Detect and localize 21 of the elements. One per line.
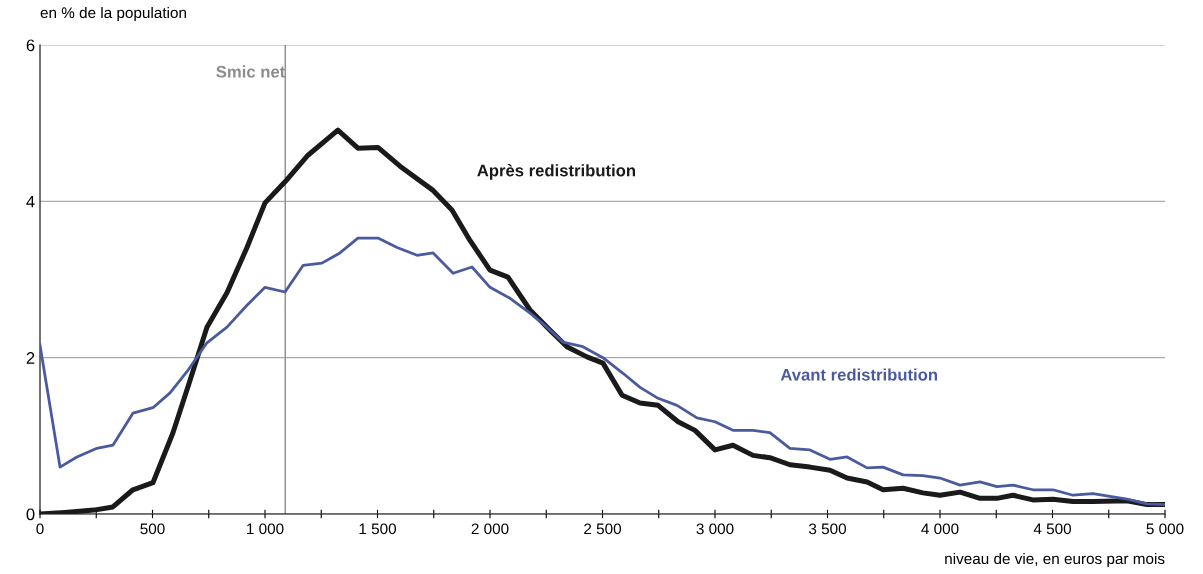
ref-line-label: Smic net [216, 65, 286, 78]
y-axis-title: en % de la population [40, 6, 186, 22]
y-tick-label: 2 [26, 352, 35, 364]
y-tick-label: 0 [26, 508, 35, 521]
x-tick-label: 2 500 [584, 523, 622, 535]
x-tick-label: 3 000 [696, 523, 734, 535]
line-series [40, 236, 1165, 507]
x-tick-label: 4 500 [1033, 523, 1072, 535]
x-tick-label: 500 [140, 523, 165, 535]
x-tick-label: 3 500 [808, 523, 847, 535]
x-tick-label: 1 500 [359, 523, 397, 535]
y-tick-label: 4 [26, 195, 35, 208]
y-tick-label: 6 [26, 39, 35, 52]
text: Avant redistribution [780, 368, 938, 381]
x-tick-label: 4 000 [921, 523, 959, 535]
x-axis-title: niveau de vie, en euros par mois [945, 552, 1165, 568]
text: Après redistribution [477, 164, 636, 180]
x-tick-label: 1 000 [247, 523, 284, 535]
x-tick-label: 0 [36, 523, 44, 535]
x-tick-label: 5 000 [1146, 523, 1184, 535]
x-tick-label: 2 000 [471, 523, 509, 535]
